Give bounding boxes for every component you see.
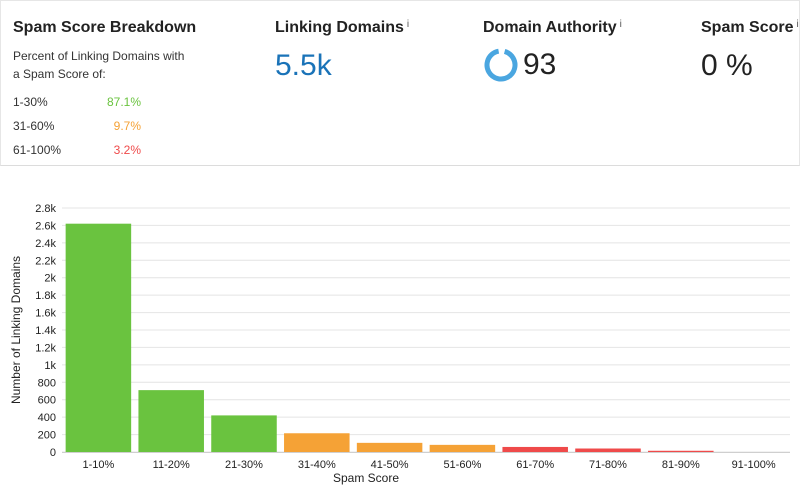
y-tick-label: 200 bbox=[38, 430, 56, 442]
y-tick-label: 2k bbox=[44, 273, 56, 285]
bar-61-70pct[interactable] bbox=[502, 446, 568, 452]
bars bbox=[65, 223, 714, 452]
spam-score-label: Spam Score i bbox=[701, 19, 799, 37]
breakdown-rows: 1-30% 87.1% 31-60% 9.7% 61-100% 3.2% bbox=[13, 95, 263, 159]
spam-score-metric: Spam Score i 0 % bbox=[701, 19, 799, 83]
breakdown-percent: 3.2% bbox=[113, 143, 141, 157]
summary-panel: Spam Score Breakdown Percent of Linking … bbox=[0, 0, 800, 166]
info-icon[interactable]: i bbox=[796, 19, 799, 30]
linking-domains-metric: Linking Domains i 5.5k bbox=[275, 19, 409, 83]
y-axis-title: Number of Linking Domains bbox=[9, 256, 23, 404]
breakdown-percent: 9.7% bbox=[113, 119, 141, 133]
bar-51-60pct[interactable] bbox=[429, 444, 496, 452]
gridlines bbox=[62, 207, 790, 453]
x-tick-label: 21-30% bbox=[225, 459, 263, 471]
breakdown-percent: 87.1% bbox=[106, 95, 141, 109]
x-tick-label: 81-90% bbox=[662, 459, 700, 471]
info-icon[interactable]: i bbox=[406, 19, 410, 30]
bar-31-40pct[interactable] bbox=[284, 433, 350, 452]
breakdown-range: 1-30% bbox=[13, 95, 48, 109]
bar-71-80pct[interactable] bbox=[575, 448, 641, 452]
y-tick-label: 600 bbox=[38, 395, 56, 407]
spam-score-value: 0 % bbox=[701, 49, 753, 82]
x-tick-label: 71-80% bbox=[589, 459, 627, 471]
x-tick-label: 61-70% bbox=[516, 459, 554, 471]
bar-81-90pct[interactable] bbox=[648, 450, 714, 452]
y-tick-label: 0 bbox=[50, 447, 56, 459]
bar-1-10pct[interactable] bbox=[65, 223, 132, 452]
breakdown-row-medium: 31-60% 9.7% bbox=[13, 119, 263, 135]
y-tick-label: 1.8k bbox=[35, 290, 56, 302]
bar-11-20pct[interactable] bbox=[138, 390, 204, 452]
spam-score-breakdown: Spam Score Breakdown Percent of Linking … bbox=[13, 19, 263, 167]
x-tick-label: 31-40% bbox=[298, 459, 336, 471]
breakdown-description: Percent of Linking Domains with a Spam S… bbox=[13, 49, 185, 81]
breakdown-title: Spam Score Breakdown bbox=[13, 19, 197, 36]
breakdown-range: 61-100% bbox=[13, 143, 62, 157]
domain-authority-value: 93 bbox=[523, 48, 557, 81]
y-tick-label: 2.4k bbox=[35, 238, 56, 250]
y-tick-label: 1.6k bbox=[35, 308, 56, 320]
y-tick-label: 1.2k bbox=[35, 342, 56, 354]
x-tick-label: 91-100% bbox=[732, 459, 776, 471]
y-tick-label: 1.4k bbox=[35, 325, 56, 337]
breakdown-row-low: 1-30% 87.1% bbox=[13, 95, 263, 111]
x-tick-label: 1-10% bbox=[83, 459, 115, 471]
domain-authority-label-text: Domain Authority bbox=[483, 19, 617, 36]
breakdown-range: 31-60% bbox=[13, 119, 55, 133]
y-tick-label: 2.8k bbox=[35, 203, 56, 215]
linking-domains-label-text: Linking Domains bbox=[275, 19, 404, 36]
x-axis-ticks: 1-10% 11-20% 21-30% 31-40% 41-50% 51-60% 61-70… bbox=[83, 459, 776, 471]
y-tick-label: 2.2k bbox=[35, 255, 56, 267]
spam-score-label-text: Spam Score bbox=[701, 19, 794, 36]
domain-authority-display: 93 bbox=[483, 47, 622, 83]
x-tick-label: 41-50% bbox=[371, 459, 409, 471]
y-tick-label: 1k bbox=[44, 360, 56, 372]
domain-authority-label: Domain Authority i bbox=[483, 19, 622, 37]
y-axis-ticks: 0 200 400 600 800 1k 1.2k 1.4k 1.6k 1.8k 2k 2.2k 2.4… bbox=[35, 203, 56, 459]
x-tick-label: 11-20% bbox=[153, 459, 190, 471]
breakdown-row-high: 61-100% 3.2% bbox=[13, 143, 263, 159]
x-axis-title: Spam Score bbox=[333, 471, 399, 485]
x-tick-label: 51-60% bbox=[443, 459, 481, 471]
linking-domains-value: 5.5k bbox=[275, 49, 332, 82]
bar-chart: 0 200 400 600 800 1k 1.2k 1.4k 1.6k 1.8k 2k 2.2k 2.4… bbox=[9, 203, 790, 485]
bar-41-50pct[interactable] bbox=[356, 442, 423, 452]
y-tick-label: 2.6k bbox=[35, 220, 56, 232]
domain-authority-metric: Domain Authority i 93 bbox=[483, 19, 622, 83]
info-icon[interactable]: i bbox=[619, 19, 622, 30]
spam-score-chart: 0 200 400 600 800 1k 1.2k 1.4k 1.6k 1.8k 2k 2.2k 2.4… bbox=[0, 190, 800, 500]
domain-authority-ring-icon bbox=[484, 48, 518, 82]
y-tick-label: 800 bbox=[38, 377, 56, 389]
linking-domains-label: Linking Domains i bbox=[275, 19, 409, 37]
bar-21-30pct[interactable] bbox=[211, 415, 277, 452]
y-tick-label: 400 bbox=[38, 412, 56, 424]
